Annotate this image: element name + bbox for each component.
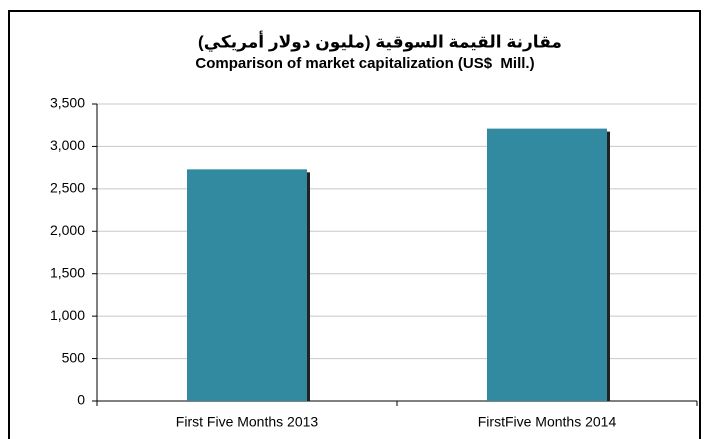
y-tick-label: 0 xyxy=(77,392,85,408)
y-tick-label: 2,500 xyxy=(50,180,85,196)
chart-title: مقارنة القيمة السوقية (مليون دولار أمريك… xyxy=(198,30,562,52)
x-tick-label: First Five Months 2013 xyxy=(176,414,319,430)
y-tick-label: 3,000 xyxy=(50,137,85,153)
chart-subtitle: Comparison of market capitalization (US$… xyxy=(195,55,534,72)
bar xyxy=(487,128,607,401)
x-tick-label: FirstFive Months 2014 xyxy=(478,414,617,430)
y-tick-label: 1,000 xyxy=(50,307,85,323)
y-tick-label: 2,000 xyxy=(50,222,85,238)
y-tick-label: 1,500 xyxy=(50,264,85,280)
bar xyxy=(187,169,307,401)
y-tick-label: 500 xyxy=(62,349,86,365)
y-tick-label: 3,500 xyxy=(50,95,85,111)
